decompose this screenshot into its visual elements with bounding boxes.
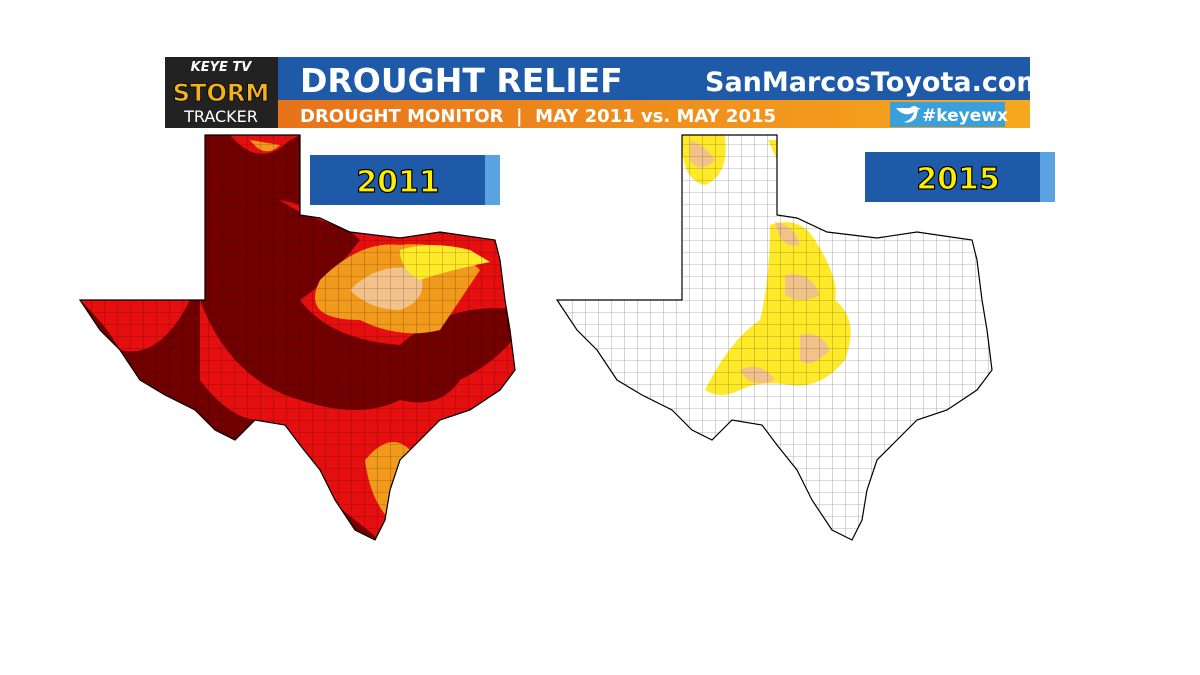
year-box	[310, 155, 500, 205]
title-bar	[278, 57, 1030, 100]
sponsor: SanMarcosToyota.com	[705, 67, 1045, 98]
title: DROUGHT RELIEF	[300, 61, 623, 100]
year-label: 2015	[916, 162, 1000, 197]
logo-bottom: TRACKER	[183, 107, 258, 126]
year-box	[865, 152, 1055, 202]
year-box-accent	[1040, 152, 1055, 202]
year-label: 2011	[356, 165, 440, 200]
hashtag-box	[890, 102, 1005, 127]
subtitle: DROUGHT MONITOR | MAY 2011 vs. MAY 2015	[300, 106, 776, 127]
year-box-accent	[485, 155, 500, 205]
hashtag: #keyewx	[922, 106, 1008, 126]
twitter-icon	[896, 106, 921, 123]
logo-mid: STORM	[173, 79, 269, 107]
logo-box	[165, 57, 278, 128]
logo-top: KEYE TV	[191, 60, 253, 75]
